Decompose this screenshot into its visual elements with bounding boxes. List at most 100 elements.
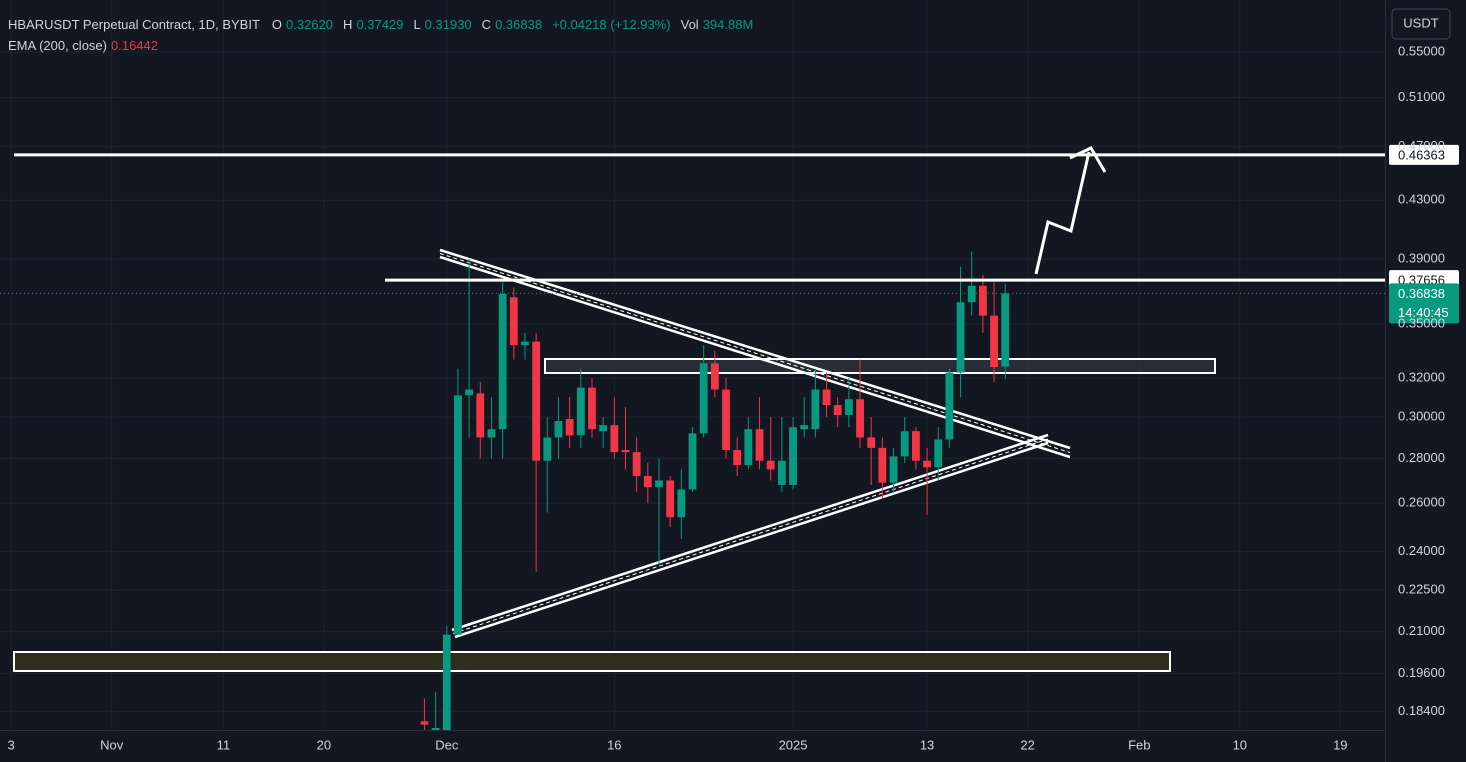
candle-body: [632, 452, 641, 477]
candle-body: [498, 293, 507, 430]
candle-body: [454, 395, 462, 635]
candle-body: [833, 405, 842, 416]
candle-body: [844, 399, 853, 416]
y-tick-label: 0.43000: [1398, 192, 1445, 207]
candle-body: [666, 480, 675, 518]
candle-body: [509, 297, 518, 346]
candle-body: [543, 437, 552, 461]
symbol: HBARUSDT Perpetual Contract, 1D, BYBIT: [8, 17, 260, 32]
ohlc-value: 0.37429: [356, 17, 404, 32]
ohlc-key: O: [271, 17, 283, 32]
candle-body: [822, 389, 831, 406]
candle-body: [978, 285, 987, 316]
candle-body: [655, 480, 663, 488]
candle-body: [442, 634, 451, 730]
candle-body: [889, 456, 898, 483]
x-tick-label: 13: [920, 737, 934, 752]
ohlc-key: H: [343, 17, 353, 32]
candle-body: [990, 315, 998, 367]
legend: HBARUSDT Perpetual Contract, 1D, BYBIT O…: [8, 14, 759, 56]
candle-body: [487, 429, 496, 438]
candle-body: [878, 447, 887, 483]
candle-body: [777, 460, 786, 485]
candle-body: [945, 372, 954, 440]
level-label: 0.46363: [1398, 147, 1445, 162]
candle-body: [677, 489, 686, 518]
candle-body: [610, 425, 619, 453]
last-price-box: [1389, 283, 1459, 324]
y-tick-label: 0.32000: [1398, 370, 1445, 385]
legend-row: HBARUSDT Perpetual Contract, 1D, BYBIT O…: [8, 14, 759, 35]
candle-body: [576, 387, 585, 436]
x-tick-label: 2025: [779, 737, 808, 752]
level-label-box: [1389, 144, 1459, 165]
x-tick-label: Dec: [435, 737, 459, 752]
y-tick-label: 0.39000: [1398, 250, 1445, 265]
candle-body: [599, 425, 608, 432]
y-tick-label: 0.30000: [1398, 408, 1445, 423]
x-tick-label: 3: [8, 737, 15, 752]
y-tick-label: 0.47000: [1398, 138, 1445, 153]
y-tick-label: 0.18400: [1398, 703, 1445, 718]
y-tick-label: 0.19600: [1398, 665, 1445, 680]
trendline-upper: [439, 248, 1071, 450]
currency-box[interactable]: [1391, 8, 1451, 40]
y-tick-label: 0.55000: [1398, 43, 1445, 58]
ohlc-value: 0.36838: [495, 17, 543, 32]
candle-body: [532, 341, 541, 461]
trendline-upper: [439, 255, 1071, 459]
candle-body: [710, 363, 719, 390]
breakout-zone: [544, 358, 1216, 374]
candle-body: [476, 393, 485, 438]
volume-label: Vol: [680, 17, 699, 32]
candle-body: [856, 399, 864, 438]
ohlc-value: 0.31930: [424, 17, 472, 32]
candle-body: [1001, 293, 1010, 367]
x-tick-label: 20: [317, 737, 331, 752]
candle-body: [800, 425, 809, 430]
trendline-lower-mid: [452, 438, 1049, 634]
candle-body: [688, 433, 697, 490]
x-tick-label: 16: [607, 737, 621, 752]
ohlc-key: L: [413, 17, 421, 32]
candle-body: [733, 450, 742, 466]
candle-body: [867, 437, 876, 448]
y-tick-label: 0.22500: [1398, 582, 1445, 597]
x-tick-label: 10: [1233, 737, 1247, 752]
candle-body: [900, 431, 909, 457]
candle-body: [722, 389, 730, 451]
currency: USDT: [1403, 15, 1438, 30]
x-tick-label: Nov: [100, 737, 124, 752]
trendline-lower: [454, 441, 1049, 639]
candle-body: [934, 439, 943, 468]
trendline-upper-mid: [439, 253, 1071, 453]
candle-body: [588, 387, 596, 430]
countdown: 14:40:45: [1398, 305, 1449, 320]
x-tick-label: 22: [1020, 737, 1034, 752]
y-tick-label: 0.35000: [1398, 316, 1445, 331]
x-tick-label: 19: [1333, 737, 1347, 752]
candle-body: [565, 419, 574, 436]
candle-body: [521, 341, 529, 346]
y-tick-label: 0.26000: [1398, 495, 1445, 510]
y-tick-label: 0.28000: [1398, 450, 1445, 465]
last-price-label: 0.36838: [1398, 286, 1445, 301]
candle-body: [923, 460, 931, 468]
x-tick-label: 11: [217, 737, 231, 752]
candle-body: [431, 727, 440, 730]
candle-body: [643, 476, 652, 488]
change: +0.04218 (+12.93%): [552, 17, 671, 32]
y-tick-label: 0.51000: [1398, 89, 1445, 104]
x-tick-label: Feb: [1128, 737, 1150, 752]
candle-body: [967, 285, 976, 303]
candle-body: [420, 721, 429, 725]
projection-arrow: [1034, 151, 1091, 275]
candle-body: [911, 431, 920, 461]
candle-body: [755, 429, 764, 461]
candle-body: [465, 389, 474, 396]
candle-body: [744, 429, 753, 466]
